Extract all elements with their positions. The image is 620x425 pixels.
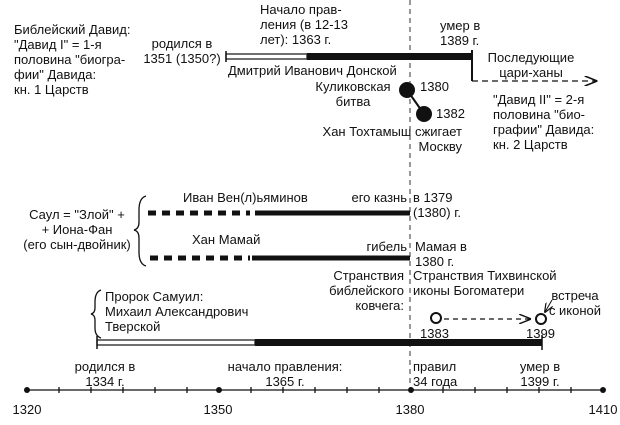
mikhail-reign-bar: [255, 339, 542, 346]
kulikovo-year: 1380: [420, 79, 449, 94]
successors-label: Последующие цари-ханы: [487, 50, 575, 80]
icon-1399-circle: [535, 313, 547, 325]
axis-label-1380: 1380: [395, 402, 425, 417]
icon-year-1383: 1383: [420, 326, 449, 341]
mamai-year: Мамая в 1380 г.: [415, 239, 467, 269]
axis-label-1410: 1410: [588, 402, 618, 417]
samuel-brace: [90, 289, 102, 339]
dmitry-reign-start: Начало прав- ления (в 12-13 лет): 1363 г…: [260, 2, 349, 47]
mamai-name: Хан Мамай: [192, 232, 261, 247]
dmitry-born: родился в 1351 (1350?): [143, 36, 221, 66]
kulikovo-dot: [399, 82, 415, 98]
tokhtamysh-year: 1382: [436, 106, 465, 121]
tokhtamysh-dot: [416, 106, 432, 122]
icon-year-1399: 1399: [526, 326, 555, 341]
axis-major-tick: [216, 387, 222, 393]
axis-major-tick: [408, 387, 414, 393]
axis-label-1350: 1350: [203, 402, 233, 417]
mikhail-childhood-bar: [96, 339, 256, 346]
dmitry-name: Дмитрий Иванович Донской: [228, 63, 397, 78]
saul-brace: [133, 195, 147, 267]
dmitry-died: умер в 1389 г.: [440, 18, 481, 48]
ivan-year: в 1379 (1380) г.: [413, 190, 461, 220]
mikhail-born: родился в 1334 г.: [74, 359, 136, 389]
samuel-label: Пророк Самуил: Михаил Александрович Твер…: [105, 289, 249, 334]
david2-label: "Давид II" = 2-я половина "био- графии" …: [493, 92, 595, 152]
mikhail-reign-start: начало правления: 1365 г.: [227, 359, 343, 389]
ark-icon-label: Странствия Тихвинской иконы Богоматери: [413, 268, 557, 298]
mikhail-ruled: правил 34 года: [413, 359, 458, 389]
ivan-execution: его казнь: [351, 190, 408, 205]
ark-bible-label: Странствия библейского ковчега:: [329, 268, 404, 313]
mamai-death: гибель: [366, 239, 407, 254]
axis-major-tick: [600, 387, 606, 393]
icon-meeting-label: встреча с иконой: [548, 288, 602, 318]
saul-label: Саул = "Злой" + + Иона-Фан (его сын-двой…: [23, 207, 131, 252]
kulikovo-label: Куликовская битва: [315, 79, 391, 109]
tokhtamysh-label: Хан Тохтамыш сжигает Москву: [322, 124, 462, 154]
mikhail-died: умер в 1399 г.: [519, 359, 561, 389]
dmitry-childhood-bar: [225, 53, 308, 60]
icon-1383-circle: [430, 312, 442, 324]
ivan-name: Иван Вен(л)ьяминов: [183, 190, 308, 205]
axis-major-tick: [24, 387, 30, 393]
david1-label: Библейский Давид: "Давид I" = 1-я полови…: [14, 22, 131, 97]
dmitry-reign-bar: [307, 53, 472, 60]
axis-label-1320: 1320: [12, 402, 42, 417]
